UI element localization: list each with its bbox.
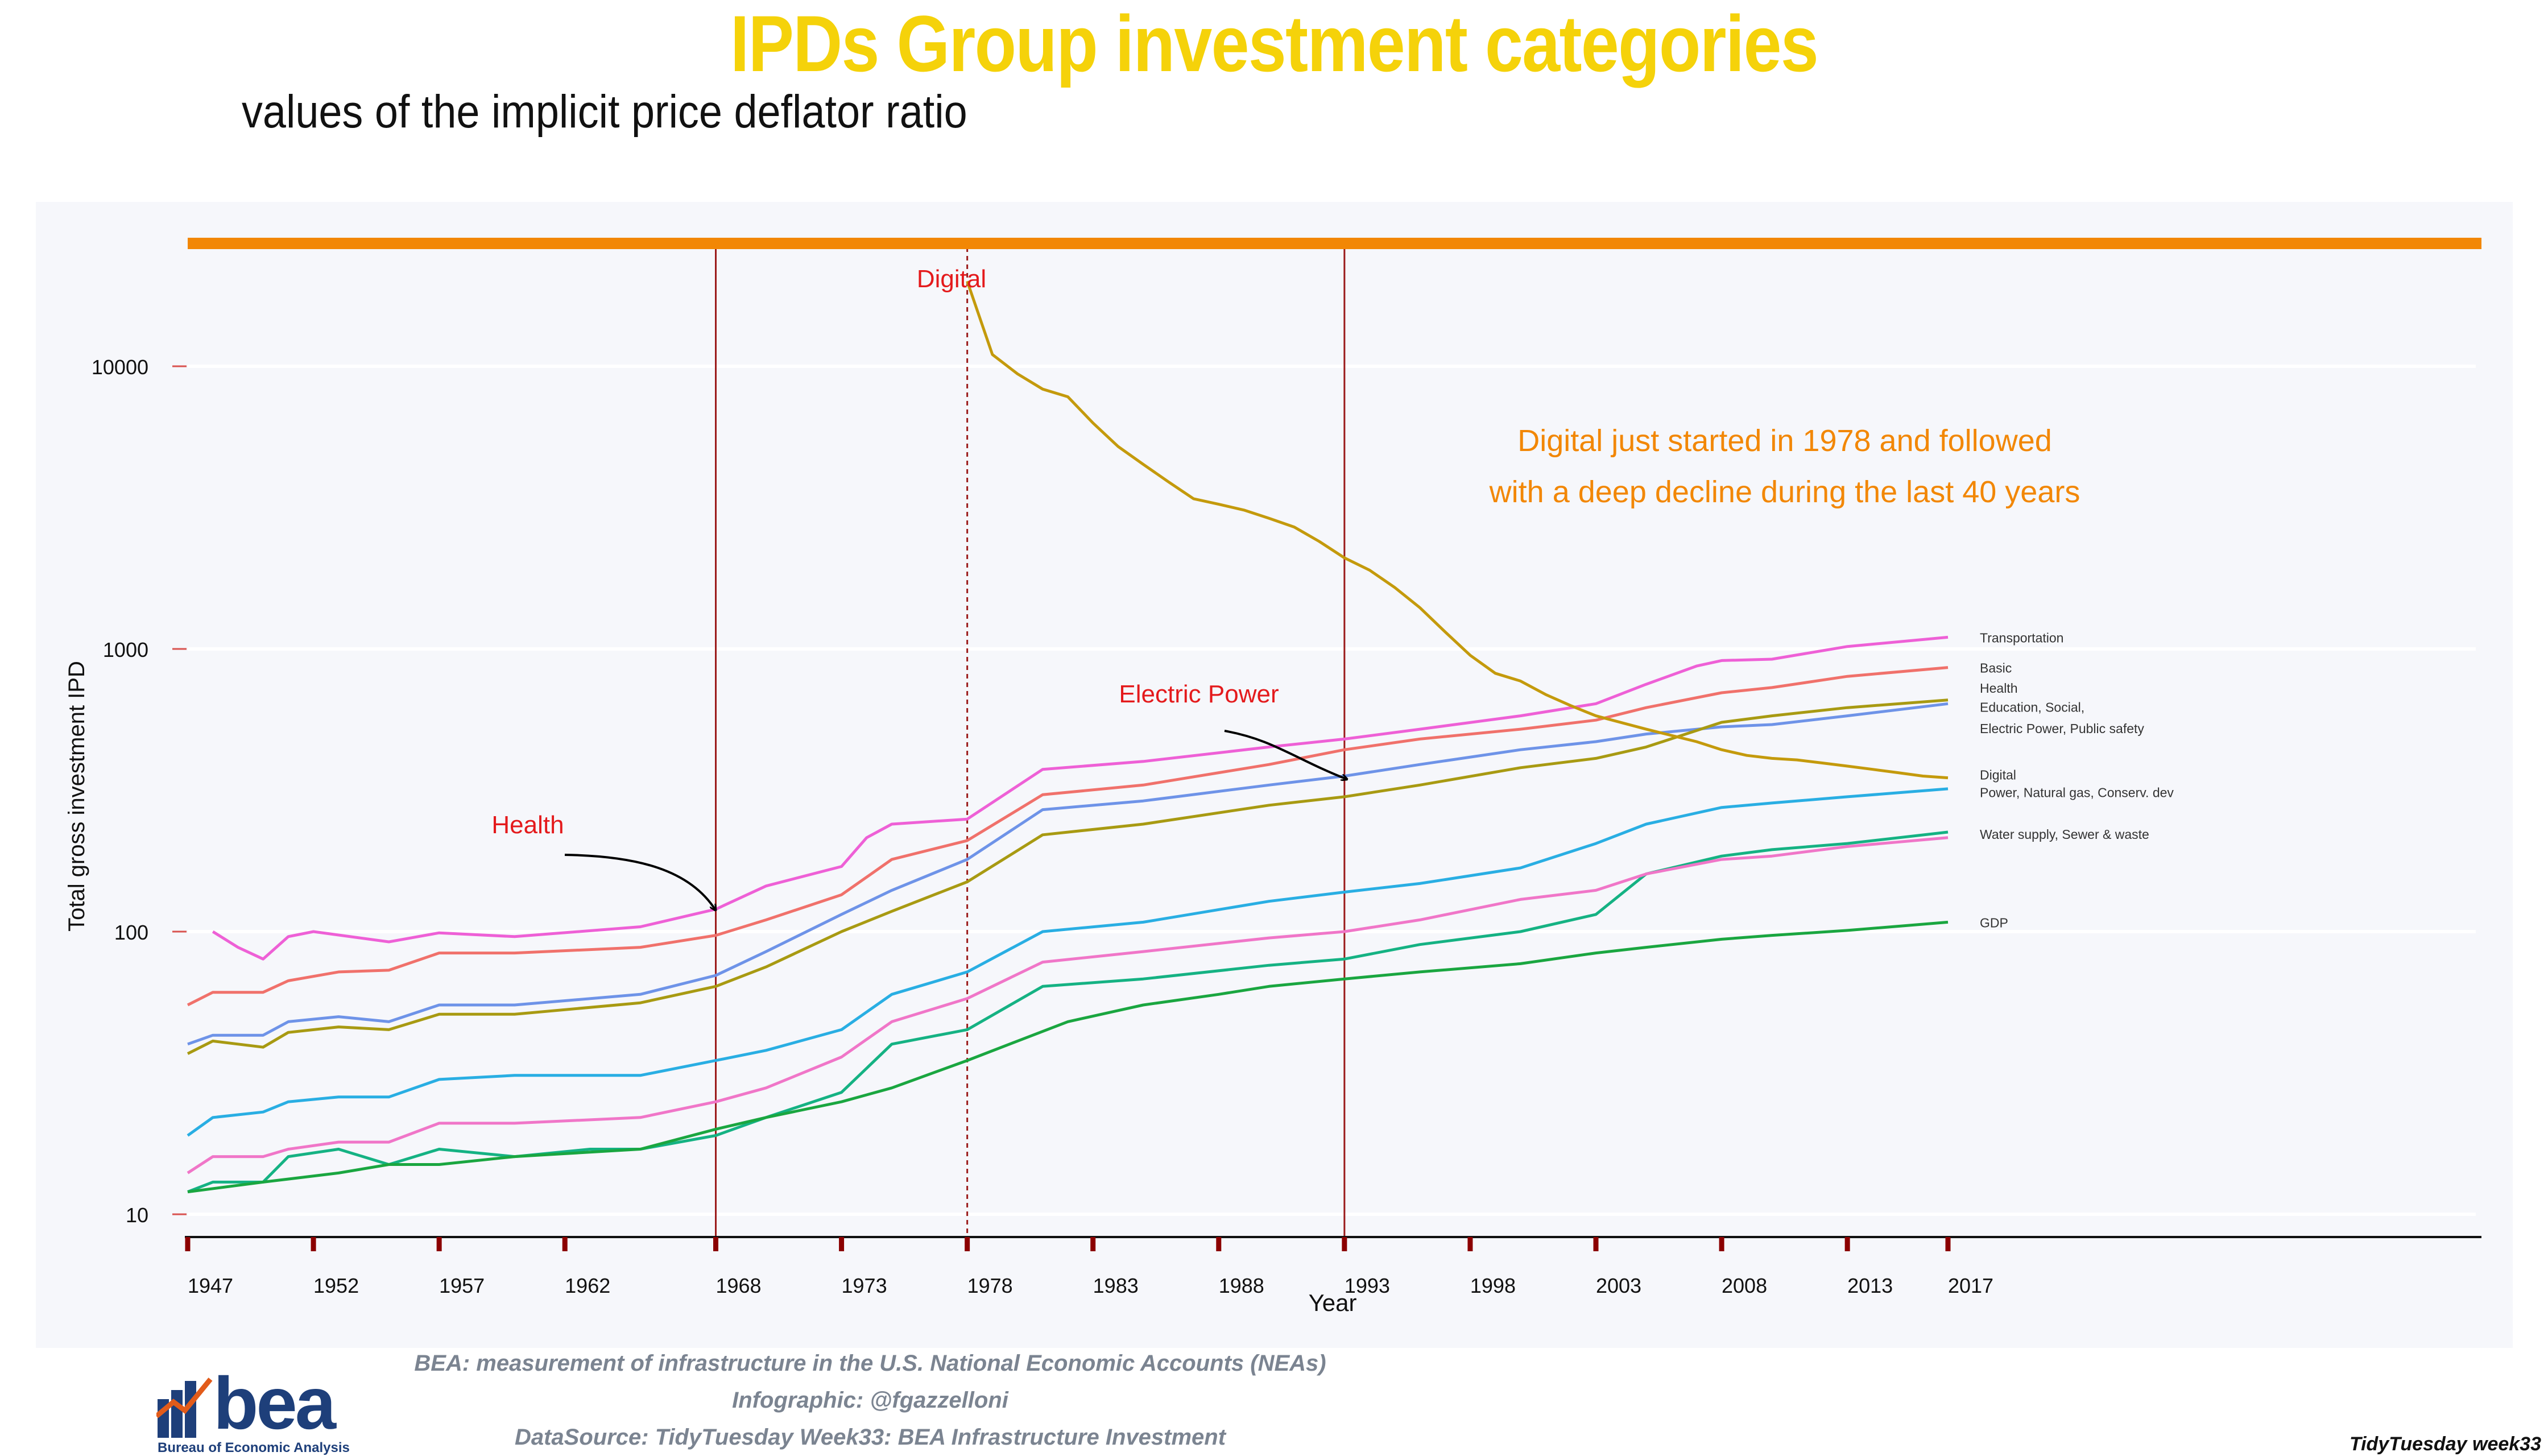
series-label: Basic: [1980, 661, 2012, 676]
annotation-note-line1: Digital just started in 1978 and followe…: [1517, 424, 2052, 458]
x-tick-label: 1973: [842, 1274, 887, 1297]
y-tick-label: 10000: [92, 355, 148, 379]
y-tick-label: 100: [114, 921, 148, 944]
series-line-power-natural-gas-conserv-dev: [187, 787, 1949, 1137]
x-tick-label: 2003: [1596, 1274, 1641, 1297]
caption-source: BEA: measurement of infrastructure in th…: [414, 1351, 1326, 1376]
annotation-note-line2: with a deep decline during the last 40 y…: [1489, 475, 2080, 509]
annotation-digital: Digital: [917, 265, 986, 293]
electric-power-arrow: [1224, 730, 1347, 779]
annotation-electric-power: Electric Power: [1119, 680, 1279, 708]
x-tick-label: 2013: [1847, 1274, 1893, 1297]
series-line-electric-power-public-safety: [187, 698, 1949, 1055]
caption-author: Infographic: @fgazzelloni: [732, 1388, 1008, 1413]
x-axis-title: Year: [1309, 1289, 1357, 1316]
x-tick-label: 1993: [1345, 1274, 1390, 1297]
x-tick-label: 1952: [313, 1274, 359, 1297]
x-tick-label: 1957: [439, 1274, 485, 1297]
series-line-transportation: [212, 635, 1949, 961]
series-label: Health: [1980, 681, 2017, 696]
chart-subtitle: values of the implicit price deflator ra…: [242, 86, 967, 138]
series-label: Electric Power, Public safety: [1980, 721, 2144, 736]
series-label: Transportation: [1980, 630, 2063, 645]
x-tick-label: 1988: [1219, 1274, 1264, 1297]
series-line-basic: [187, 666, 1949, 1007]
series-line-digital: [966, 280, 1949, 780]
tidytuesday-tag: TidyTuesday week33: [2349, 1433, 2541, 1455]
line-chart: 10 100 1000 10000 1947 1952 1957 1962 1968 1973 19…: [64, 238, 2481, 1316]
plot-panel: 10 100 1000 10000 1947 1952 1957 1962 1968 1973 19…: [36, 202, 2513, 1348]
series-label: Education, Social,: [1980, 700, 2084, 714]
x-tick-label: 1962: [565, 1274, 610, 1297]
bea-logo-word: bea: [213, 1362, 336, 1445]
x-tick-label: 1978: [967, 1274, 1013, 1297]
annotation-health: Health: [491, 811, 564, 839]
chart-title: IPDs Group investment categories: [730, 0, 1819, 88]
series-label: Digital: [1980, 768, 2016, 783]
series-line-water-supply-sewer-waste: [187, 836, 1949, 1174]
x-tick-label: 1998: [1470, 1274, 1516, 1297]
series-line-education-social: [187, 702, 1949, 1046]
series-line-health: [187, 830, 1949, 1193]
health-arrow: [564, 854, 715, 910]
y-tick-label: 10: [126, 1203, 148, 1227]
caption-datasource: DataSource: TidyTuesday Week33: BEA Infr…: [514, 1425, 1226, 1450]
series-label: GDP: [1980, 915, 2008, 930]
y-tick-label: 1000: [103, 638, 148, 661]
series-label: Power, Natural gas, Conserv. dev: [1980, 785, 2174, 800]
y-axis-title: Total gross investment IPD: [64, 661, 89, 932]
bea-logo-subtitle: Bureau of Economic Analysis: [158, 1440, 350, 1455]
x-tick-label: 1983: [1093, 1274, 1139, 1297]
x-tick-label: 2008: [1722, 1274, 1767, 1297]
x-tick-label: 1968: [715, 1274, 761, 1297]
x-tick-label: 1947: [188, 1274, 233, 1297]
series-label: Water supply, Sewer & waste: [1980, 827, 2149, 842]
x-tick-label: 2017: [1948, 1274, 1993, 1297]
bea-logo: bea Bureau of Economic Analysis: [156, 1362, 361, 1456]
series-line-gdp: [187, 920, 1949, 1194]
bea-logo-icon: [156, 1378, 213, 1438]
